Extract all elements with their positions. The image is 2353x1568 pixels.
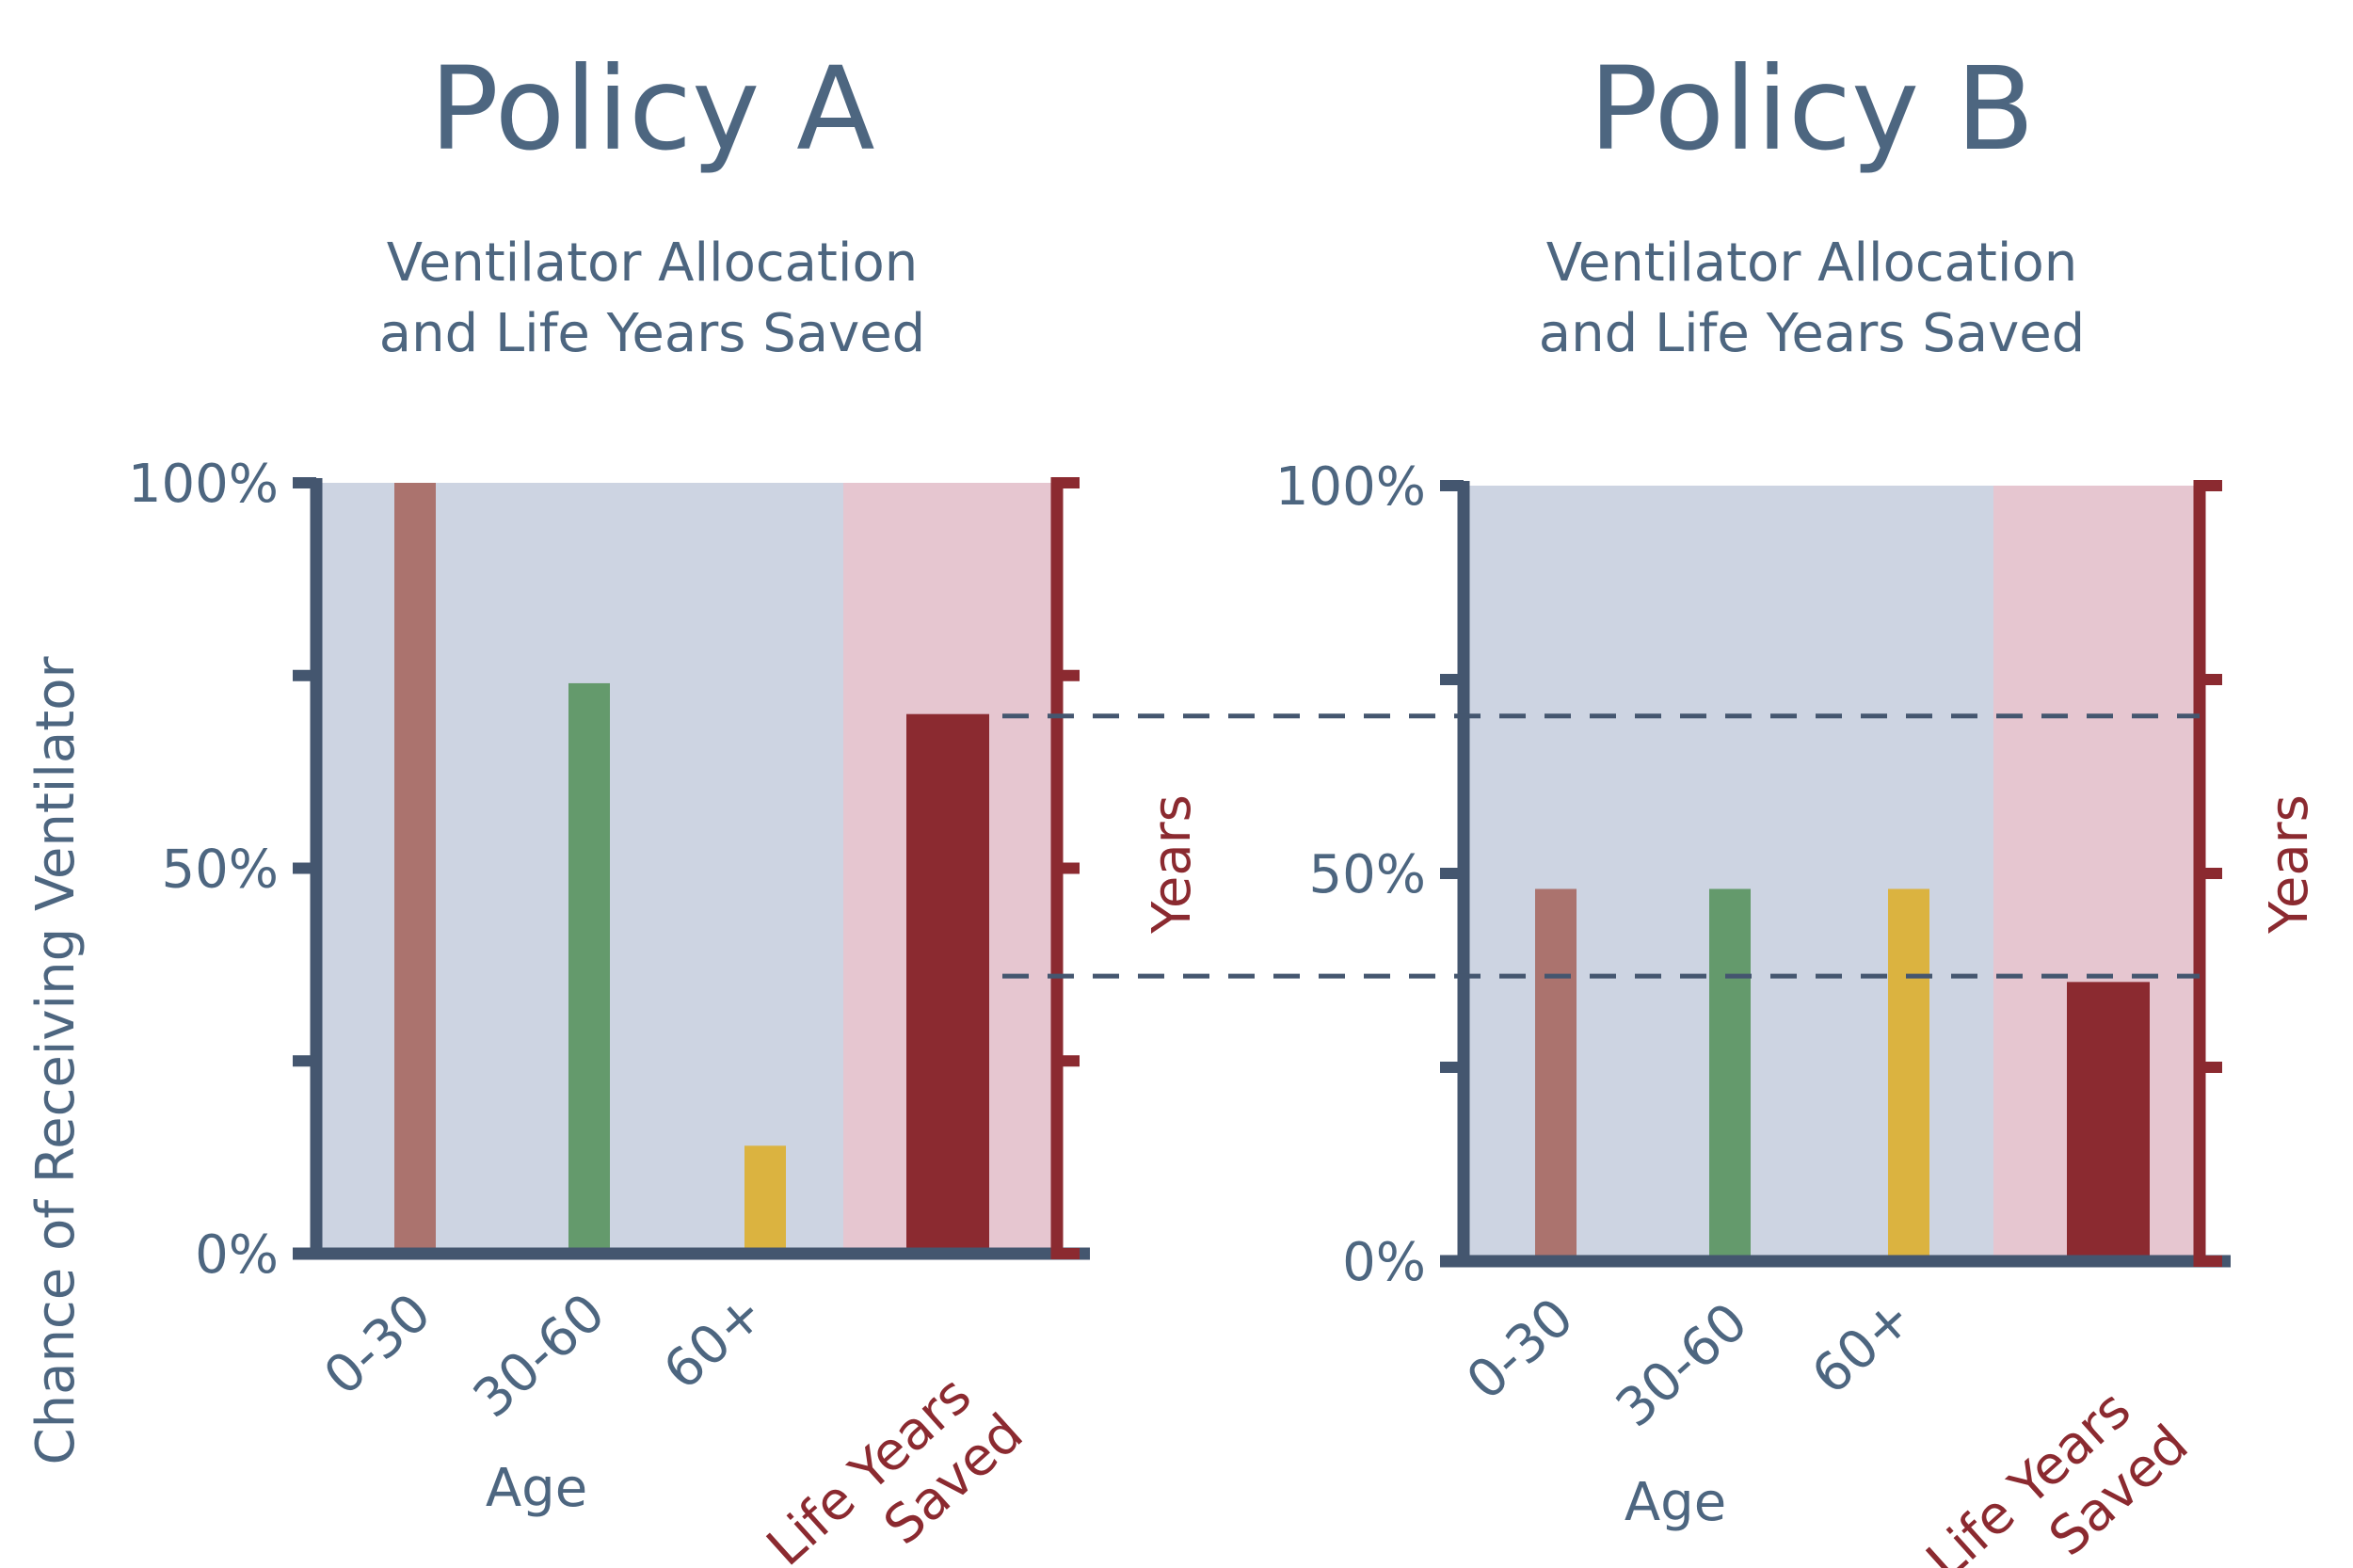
bar-60+: [744, 1145, 786, 1254]
policy-b-bars: [1535, 888, 2150, 1261]
y-tick-label: 100%: [128, 454, 279, 515]
policy-a-subtitle-line2: and Life Years Saved: [379, 303, 925, 364]
policy-b-subtitle-line2: and Life Years Saved: [1539, 303, 2085, 364]
category-label: 60+: [1801, 1287, 1924, 1406]
policy-a-bars: [394, 483, 989, 1254]
category-label: 30-60: [462, 1282, 616, 1430]
bar-0-30: [394, 483, 436, 1254]
policy-a-right-axis-title: Years: [1142, 794, 1203, 935]
policy-a-axes: [293, 477, 1090, 1260]
y-tick-label: 0%: [1342, 1232, 1426, 1293]
y-tick-label: 100%: [1275, 456, 1426, 518]
bar-30-60: [568, 682, 610, 1254]
bar-60+: [1888, 888, 1929, 1261]
category-label: 60+: [652, 1282, 776, 1401]
policy-b-right-axis-title: Years: [2259, 794, 2320, 935]
policy-b-title: Policy B: [1589, 42, 2034, 176]
bar-30-60: [1709, 888, 1751, 1261]
policy-b-x-axis-title: Age: [1625, 1472, 1726, 1533]
policy-b-y-tick-labels: 0% 50% 100%: [1275, 456, 1426, 1293]
policy-a-subtitle-line1: Ventilator Allocation: [387, 232, 918, 294]
bar-0-30: [1535, 888, 1577, 1261]
category-label: 0-30: [312, 1282, 442, 1407]
y-tick-label: 0%: [195, 1224, 279, 1286]
category-label: 0-30: [1455, 1287, 1585, 1412]
y-axis-title: Chance of Receiving Ventilator: [25, 656, 87, 1465]
policy-a-x-axis-title: Age: [486, 1458, 587, 1519]
policy-b-axes: [1440, 480, 2231, 1268]
bar-life-years-saved: [906, 713, 989, 1254]
policy-a-title: Policy A: [429, 42, 874, 176]
bar-life-years-saved: [2067, 982, 2150, 1261]
life-years-reference-lines: [1002, 713, 2200, 979]
y-tick-label: 50%: [1309, 844, 1426, 905]
policy-a-y-tick-labels: 0% 50% 100%: [128, 454, 279, 1286]
y-tick-label: 50%: [162, 840, 279, 901]
category-label: 30-60: [1605, 1291, 1759, 1439]
policy-b-subtitle-line1: Ventilator Allocation: [1546, 232, 2077, 294]
